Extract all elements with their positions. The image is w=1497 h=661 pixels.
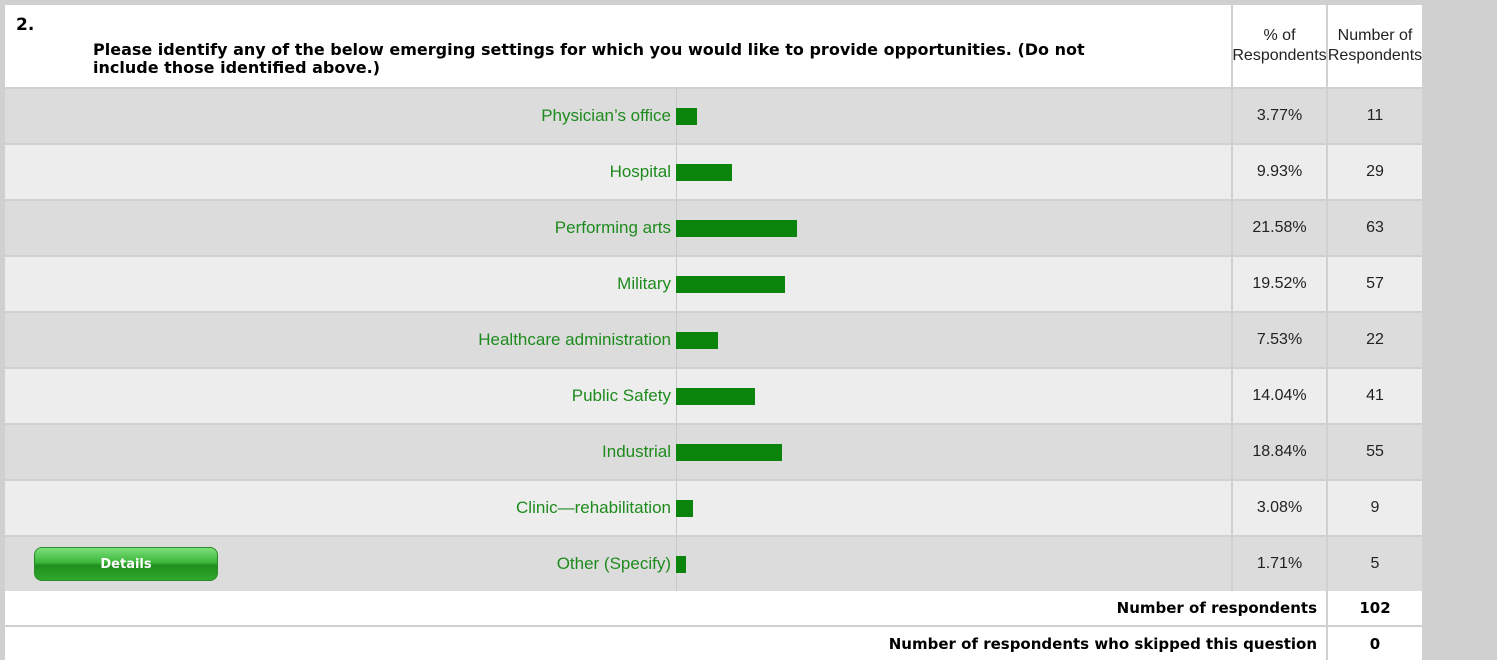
count-value: 5	[1328, 537, 1422, 591]
row-chart-cell: Other (Specify) Details	[5, 537, 1231, 591]
pct-value: 19.52%	[1233, 257, 1326, 311]
count-value: 9	[1328, 481, 1422, 535]
count-value: 11	[1328, 89, 1422, 143]
count-value: 63	[1328, 201, 1422, 255]
table-row: Physician’s office 3.77% 11	[5, 89, 1495, 143]
count-header-line2: Respondents	[1327, 47, 1423, 64]
row-chart-cell: Healthcare administration	[5, 313, 1231, 367]
bar	[676, 556, 686, 573]
row-chart-cell: Performing arts	[5, 201, 1231, 255]
bar-label: Industrial	[602, 442, 671, 461]
pct-header-line1: % of	[1263, 27, 1296, 44]
respondents-label: Number of respondents	[5, 591, 1326, 625]
bar-label: Physician’s office	[541, 106, 671, 125]
row-chart-cell: Physician’s office	[5, 89, 1231, 143]
bar-label: Hospital	[609, 162, 671, 181]
count-column-header: Number of Respondents	[1328, 5, 1422, 87]
pct-value: 18.84%	[1233, 425, 1326, 479]
bar	[676, 444, 782, 461]
bar-label: Other (Specify)	[556, 554, 671, 573]
row-chart-cell: Military	[5, 257, 1231, 311]
bar-label: Clinic—rehabilitation	[516, 498, 671, 517]
results-table: Physician’s office 3.77% 11 Hospital 9.93% 29…	[5, 89, 1495, 593]
count-value: 57	[1328, 257, 1422, 311]
details-button[interactable]: Details	[34, 547, 218, 581]
table-row: Other (Specify) Details 1.71% 5	[5, 537, 1495, 591]
count-value: 41	[1328, 369, 1422, 423]
question-number: 2.	[16, 15, 35, 35]
pct-value: 21.58%	[1233, 201, 1326, 255]
row-chart-cell: Hospital	[5, 145, 1231, 199]
count-header-line1: Number of	[1337, 27, 1413, 44]
pct-column-header: % of Respondents	[1232, 5, 1327, 87]
bar-label: Public Safety	[571, 386, 671, 405]
bar	[676, 388, 755, 405]
summary-respondents-row: Number of respondents 102	[5, 591, 1495, 625]
question-header: 2. Please identify any of the below emer…	[5, 5, 1422, 87]
bar	[676, 332, 718, 349]
skipped-label: Number of respondents who skipped this q…	[5, 627, 1326, 661]
bar-label: Performing arts	[554, 218, 671, 237]
bar	[676, 108, 697, 125]
pct-value: 1.71%	[1233, 537, 1326, 591]
count-value: 22	[1328, 313, 1422, 367]
count-value: 55	[1328, 425, 1422, 479]
summary-skipped-row: Number of respondents who skipped this q…	[5, 627, 1495, 661]
pct-header-line2: Respondents	[1232, 47, 1327, 64]
bar	[676, 500, 693, 517]
row-chart-cell: Industrial	[5, 425, 1231, 479]
table-row: Public Safety 14.04% 41	[5, 369, 1495, 423]
row-chart-cell: Public Safety	[5, 369, 1231, 423]
pct-value: 9.93%	[1233, 145, 1326, 199]
row-chart-cell: Clinic—rehabilitation	[5, 481, 1231, 535]
question-cell: 2. Please identify any of the below emer…	[5, 5, 1231, 87]
table-row: Hospital 9.93% 29	[5, 145, 1495, 199]
bar-label: Healthcare administration	[478, 330, 671, 349]
table-row: Healthcare administration 7.53% 22	[5, 313, 1495, 367]
table-row: Clinic—rehabilitation 3.08% 9	[5, 481, 1495, 535]
bar	[676, 220, 797, 237]
pct-value: 14.04%	[1233, 369, 1326, 423]
table-row: Performing arts 21.58% 63	[5, 201, 1495, 255]
table-row: Military 19.52% 57	[5, 257, 1495, 311]
table-row: Industrial 18.84% 55	[5, 425, 1495, 479]
question-text: Please identify any of the below emergin…	[93, 40, 1085, 77]
pct-value: 3.08%	[1233, 481, 1326, 535]
count-value: 29	[1328, 145, 1422, 199]
bar-label: Military	[617, 274, 671, 293]
skipped-value: 0	[1328, 627, 1422, 661]
bar	[676, 164, 732, 181]
respondents-value: 102	[1328, 591, 1422, 625]
pct-value: 7.53%	[1233, 313, 1326, 367]
bar	[676, 276, 785, 293]
pct-value: 3.77%	[1233, 89, 1326, 143]
